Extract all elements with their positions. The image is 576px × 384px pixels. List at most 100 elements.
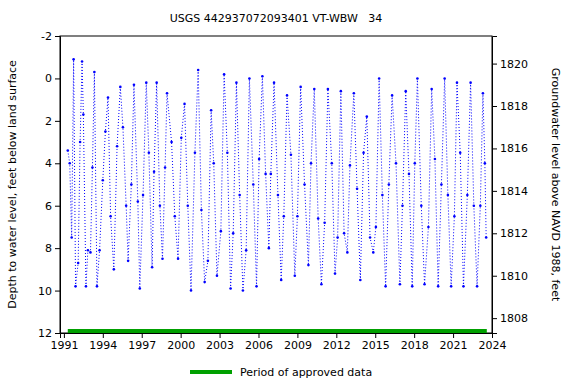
data-point	[104, 130, 107, 133]
data-point	[384, 285, 387, 288]
data-point	[85, 285, 88, 288]
data-point	[174, 215, 177, 218]
data-point	[399, 283, 402, 286]
tick-label: 10	[38, 285, 52, 298]
data-point	[145, 81, 148, 84]
tick-label: 1820	[500, 58, 528, 71]
tick-label: 1818	[500, 100, 528, 113]
data-point	[479, 204, 482, 207]
chart: USGS 442937072093401 VT-WBW 341991199419…	[0, 0, 576, 384]
data-point	[194, 151, 197, 154]
data-point	[119, 86, 122, 89]
data-point	[232, 232, 235, 235]
data-point	[177, 257, 180, 260]
data-line	[68, 59, 486, 290]
tick-label: 1816	[500, 142, 528, 155]
data-point	[317, 217, 320, 220]
data-point	[210, 109, 213, 112]
legend: Period of approved data	[190, 366, 372, 379]
data-point	[356, 187, 359, 190]
tick: 2021	[440, 333, 468, 352]
data-point	[286, 94, 289, 97]
tick-label: 1808	[500, 312, 528, 325]
tick-mark	[55, 36, 60, 37]
data-point	[401, 204, 404, 207]
data-point	[183, 103, 186, 106]
tick-label: 1812	[500, 227, 528, 240]
data-point	[473, 204, 476, 207]
tick-mark	[492, 148, 497, 149]
data-point	[353, 92, 356, 95]
data-point	[79, 141, 82, 144]
data-point	[484, 162, 487, 165]
tick: 1814	[492, 185, 528, 198]
tick-label: 2000	[167, 339, 195, 352]
data-point	[109, 215, 112, 218]
data-point	[437, 285, 440, 288]
data-point	[327, 88, 330, 91]
data-point	[411, 285, 414, 288]
data-point	[74, 285, 77, 288]
data-point	[229, 287, 232, 290]
tick: 2012	[323, 333, 351, 352]
tick-label: 2024	[479, 339, 507, 352]
y2-axis-title: Groundwater level above NAVD 1988, feet	[549, 68, 562, 302]
data-point	[282, 215, 285, 218]
data-point	[87, 249, 90, 252]
data-point	[125, 204, 128, 207]
tick: 10	[38, 285, 60, 298]
data-point	[459, 151, 462, 154]
tick-mark	[55, 121, 60, 122]
tick: 4	[45, 157, 60, 170]
data-point	[346, 251, 349, 254]
tick-mark	[492, 318, 497, 319]
tick-label: 2021	[440, 339, 468, 352]
data-point	[320, 283, 323, 286]
data-point	[68, 162, 71, 165]
data-point	[443, 77, 446, 80]
data-point	[216, 274, 219, 277]
data-point	[107, 96, 110, 99]
data-point	[159, 204, 162, 207]
tick: 2009	[284, 333, 312, 352]
data-point	[91, 166, 94, 169]
data-point	[340, 90, 343, 93]
data-point	[476, 285, 479, 288]
tick: 2000	[167, 333, 195, 352]
data-point	[349, 164, 352, 167]
tick-label: 0	[45, 72, 52, 85]
data-point	[96, 285, 99, 288]
data-point	[466, 194, 469, 197]
data-point	[414, 162, 417, 165]
data-point	[313, 88, 316, 91]
data-point	[303, 183, 306, 186]
data-point	[362, 151, 365, 154]
data-point	[434, 158, 437, 161]
tick-mark	[492, 191, 497, 192]
data-point	[186, 204, 189, 207]
tick: 2024	[479, 333, 507, 352]
data-point	[142, 194, 145, 197]
data-point	[151, 266, 154, 269]
data-point	[369, 236, 372, 239]
tick-mark	[492, 233, 497, 234]
data-point	[280, 279, 283, 282]
data-point	[404, 90, 407, 93]
data-point	[485, 236, 488, 239]
tick: 2	[45, 115, 60, 128]
tick: 0	[45, 72, 60, 85]
data-point	[408, 173, 411, 176]
tick-mark	[492, 106, 497, 107]
tick-mark	[336, 333, 337, 338]
data-point	[469, 81, 472, 84]
data-point	[343, 232, 346, 235]
data-point	[197, 69, 200, 72]
data-point	[330, 162, 333, 165]
plot-area	[66, 58, 487, 331]
tick-label: 1994	[89, 339, 117, 352]
tick: 1818	[492, 100, 528, 113]
data-point	[203, 281, 206, 284]
data-point	[482, 92, 485, 95]
tick-label: 2009	[284, 339, 312, 352]
tick-mark	[258, 333, 259, 338]
